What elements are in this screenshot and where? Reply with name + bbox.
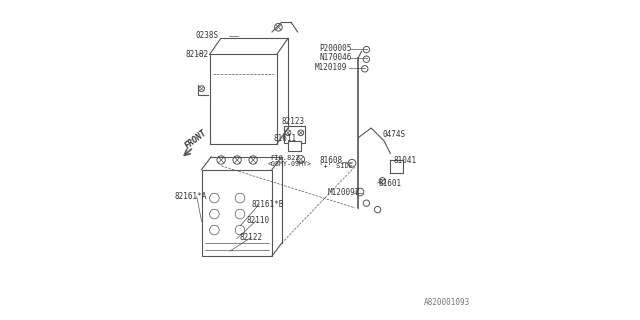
Text: '+' SIDE: '+' SIDE <box>319 164 353 169</box>
Text: 82182: 82182 <box>186 50 209 59</box>
FancyBboxPatch shape <box>288 141 301 151</box>
Text: 81601: 81601 <box>378 179 401 188</box>
Text: P200005: P200005 <box>319 44 352 53</box>
Text: M120097: M120097 <box>328 188 360 197</box>
Text: N170046: N170046 <box>319 53 352 62</box>
Text: M120109: M120109 <box>315 63 348 72</box>
FancyBboxPatch shape <box>284 126 305 143</box>
Text: 0238S: 0238S <box>195 31 218 40</box>
Text: 81611: 81611 <box>274 134 297 143</box>
Text: <08MY-09MY>: <08MY-09MY> <box>268 161 312 167</box>
Text: FIG.822: FIG.822 <box>270 155 300 161</box>
Text: 0474S: 0474S <box>383 130 406 139</box>
Text: 82110: 82110 <box>246 216 269 225</box>
Text: 82161*B: 82161*B <box>251 200 284 209</box>
FancyBboxPatch shape <box>202 170 272 256</box>
Text: 81041: 81041 <box>394 156 417 164</box>
Text: 81608: 81608 <box>319 156 342 164</box>
Text: 82122: 82122 <box>239 233 262 242</box>
Text: FRONT: FRONT <box>184 128 209 151</box>
Text: A820001093: A820001093 <box>424 298 470 307</box>
Text: 82123: 82123 <box>282 117 305 126</box>
Text: 82161*A: 82161*A <box>174 192 207 201</box>
